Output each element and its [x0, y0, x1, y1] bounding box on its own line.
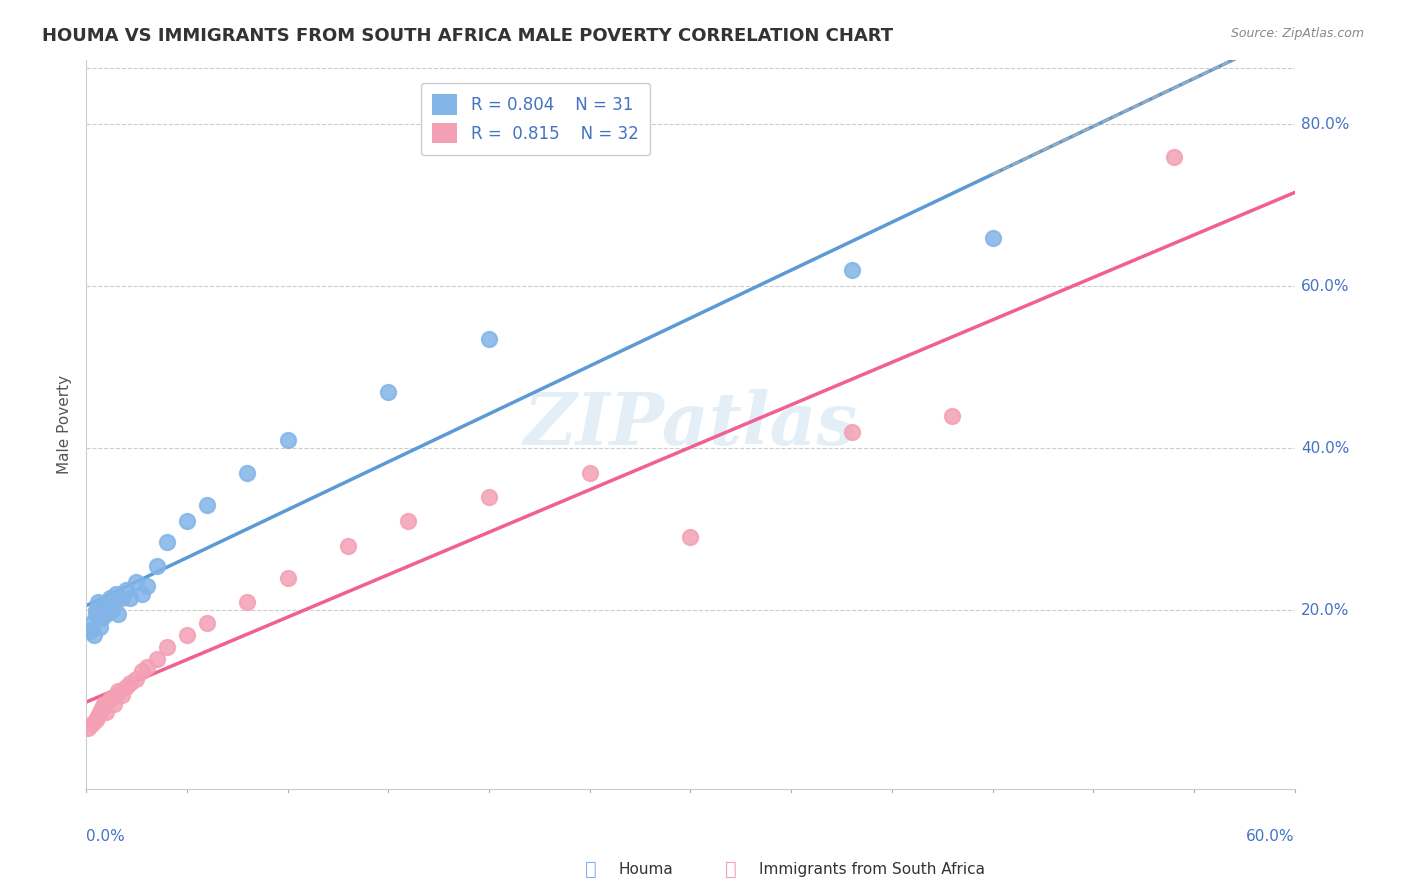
Point [87, 595, 110, 609]
Point [98, 591, 121, 606]
Point [478, 332, 501, 346]
Point [96, 705, 118, 719]
Point [89, 705, 111, 719]
Point [396, 514, 419, 528]
Point [156, 534, 179, 549]
Point [277, 434, 299, 448]
Point [96, 607, 118, 622]
Point [115, 583, 138, 598]
Point [103, 595, 125, 609]
Point [1163, 150, 1185, 164]
Point [93, 599, 115, 614]
Y-axis label: Male Poverty: Male Poverty [58, 375, 72, 474]
Point [89, 619, 111, 633]
Text: ⬜: ⬜ [585, 860, 596, 880]
Point [120, 676, 142, 690]
Point [195, 498, 218, 512]
Text: Source: ZipAtlas.com: Source: ZipAtlas.com [1230, 27, 1364, 40]
Text: 20.0%: 20.0% [1301, 603, 1350, 618]
Text: ⬜: ⬜ [725, 860, 737, 880]
Point [91, 611, 114, 625]
Point [79, 624, 101, 638]
Point [93, 697, 115, 711]
Point [478, 490, 501, 504]
Text: 60.0%: 60.0% [1246, 829, 1295, 844]
Text: Immigrants from South Africa: Immigrants from South Africa [759, 863, 986, 877]
Point [135, 579, 157, 593]
Point [120, 591, 142, 606]
Text: HOUMA VS IMMIGRANTS FROM SOUTH AFRICA MALE POVERTY CORRELATION CHART: HOUMA VS IMMIGRANTS FROM SOUTH AFRICA MA… [42, 27, 893, 45]
Point [87, 708, 110, 723]
Point [84, 603, 107, 617]
Point [336, 539, 359, 553]
Point [981, 231, 1004, 245]
Point [111, 689, 134, 703]
Point [105, 689, 128, 703]
Point [125, 672, 148, 686]
Point [77, 721, 100, 735]
Point [236, 466, 259, 480]
Point [115, 681, 138, 695]
Point [84, 713, 107, 727]
Point [145, 652, 167, 666]
Point [841, 425, 863, 439]
Point [83, 627, 105, 641]
Point [103, 697, 125, 711]
Point [125, 574, 148, 589]
Text: 80.0%: 80.0% [1301, 117, 1350, 132]
Point [82, 716, 104, 731]
Point [105, 587, 128, 601]
Point [377, 384, 399, 399]
Point [101, 603, 124, 617]
Point [941, 409, 963, 423]
Point [578, 466, 600, 480]
Point [176, 514, 198, 528]
Point [91, 700, 114, 714]
Point [236, 595, 259, 609]
Point [107, 684, 129, 698]
Legend: R = 0.804    N = 31, R =  0.815    N = 32: R = 0.804 N = 31, R = 0.815 N = 32 [420, 83, 650, 155]
Point [679, 531, 702, 545]
Point [107, 607, 129, 622]
Point [98, 692, 121, 706]
Point [135, 660, 157, 674]
Point [145, 558, 167, 573]
Text: 0.0%: 0.0% [86, 829, 125, 844]
Point [84, 607, 107, 622]
Point [156, 640, 179, 654]
Text: Houma: Houma [619, 863, 673, 877]
Point [277, 571, 299, 585]
Point [131, 664, 153, 678]
Point [82, 615, 104, 630]
Point [176, 627, 198, 641]
Text: 60.0%: 60.0% [1301, 279, 1350, 293]
Point [841, 263, 863, 277]
Text: ZIPatlas: ZIPatlas [523, 389, 858, 459]
Point [195, 615, 218, 630]
Text: 40.0%: 40.0% [1301, 441, 1350, 456]
Point [111, 591, 134, 606]
Point [131, 587, 153, 601]
